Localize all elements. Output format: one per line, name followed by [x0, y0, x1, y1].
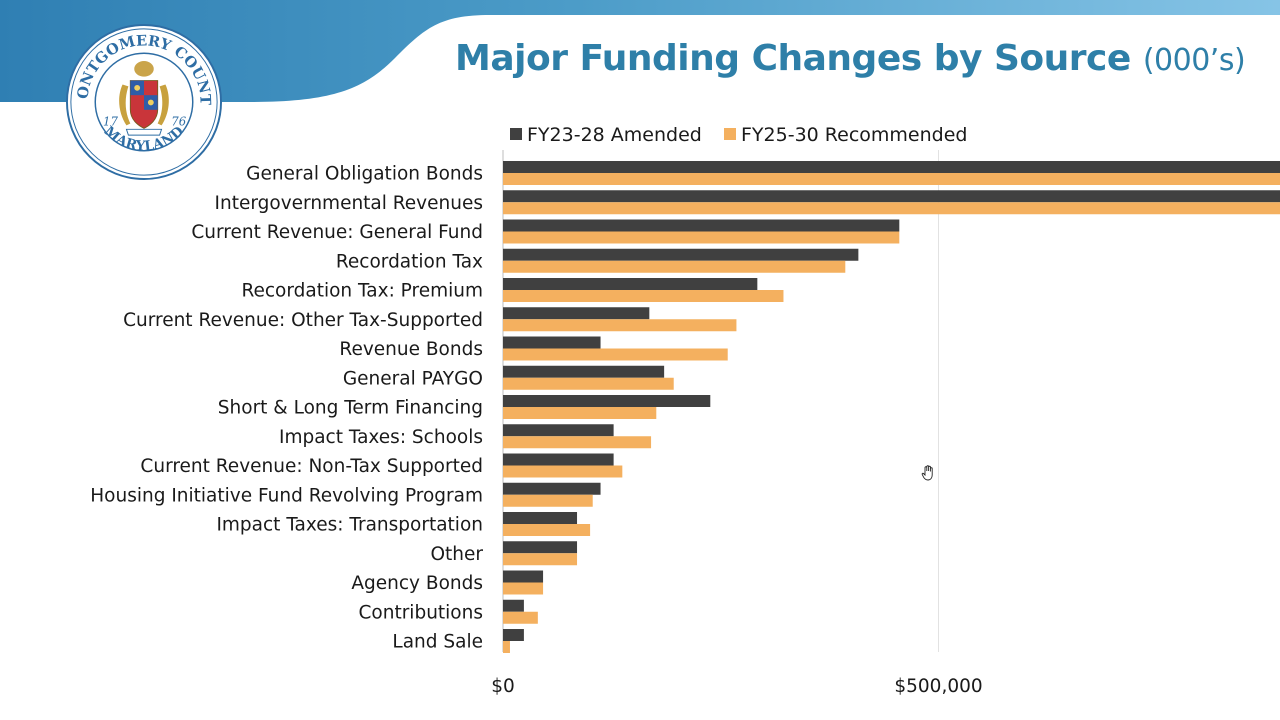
- bar-fy23-28-amended: [503, 453, 614, 466]
- seal-year-right: 76: [171, 114, 186, 128]
- bar-fy23-28-amended: [503, 570, 544, 583]
- bar-fy23-28-amended: [503, 307, 650, 320]
- category-label: Short & Long Term Financing: [218, 398, 483, 419]
- county-seal-logo: MONTGOMERY COUNTY MARYLAND 17 76: [66, 24, 222, 180]
- category-label: Housing Initiative Fund Revolving Progra…: [90, 485, 483, 506]
- bar-fy23-28-amended: [503, 336, 601, 349]
- bar-fy25-30-recommended: [503, 173, 1280, 185]
- category-label: Intergovernmental Revenues: [215, 193, 483, 214]
- bar-fy23-28-amended: [503, 219, 900, 232]
- bar-fy25-30-recommended: [503, 553, 578, 566]
- category-label: General Obligation Bonds: [246, 164, 483, 185]
- category-label: Land Sale: [392, 632, 483, 653]
- bar-fy23-28-amended: [503, 190, 1280, 203]
- bar-fy25-30-recommended: [503, 407, 657, 419]
- category-label: Recordation Tax: [336, 251, 483, 272]
- bar-fy23-28-amended: [503, 541, 578, 554]
- category-label: General PAYGO: [343, 368, 483, 389]
- bar-fy25-30-recommended: [503, 231, 900, 244]
- funding-bar-chart: General Obligation Bonds Intergovernmenta…: [90, 124, 1280, 697]
- category-label: Impact Taxes: Transportation: [216, 515, 483, 536]
- x-tick-label: $0: [491, 676, 515, 697]
- category-label: Revenue Bonds: [339, 339, 483, 360]
- bar-fy25-30-recommended: [503, 319, 737, 332]
- bar-fy25-30-recommended: [503, 290, 784, 302]
- bar-fy25-30-recommended: [503, 465, 623, 478]
- legend-label-fy25-30: FY25-30 Recommended: [741, 124, 967, 146]
- legend-label-fy23-28: FY23-28 Amended: [527, 124, 702, 146]
- legend-swatch-fy25-30: [724, 128, 736, 140]
- bar-fy23-28-amended: [503, 365, 665, 378]
- bar-fy23-28-amended: [503, 278, 758, 290]
- bar-fy25-30-recommended: [503, 202, 1280, 215]
- category-labels: General Obligation Bonds Intergovernmenta…: [90, 164, 483, 653]
- bar-fy23-28-amended: [503, 482, 601, 495]
- bar-fy25-30-recommended: [503, 582, 544, 595]
- category-label: Current Revenue: Non-Tax Supported: [140, 456, 483, 477]
- bar-fy25-30-recommended: [503, 260, 846, 273]
- chart-legend: FY23-28 Amended FY25-30 Recommended: [510, 124, 967, 146]
- bar-fy25-30-recommended: [503, 377, 674, 390]
- legend-swatch-fy23-28: [510, 128, 522, 140]
- x-tick-label: $500,000: [894, 676, 982, 697]
- category-label: Current Revenue: General Fund: [191, 222, 483, 243]
- header-band: [0, 0, 1280, 102]
- bar-fy23-28-amended: [503, 512, 578, 524]
- bar-fy23-28-amended: [503, 248, 859, 261]
- bar-fy23-28-amended: [503, 395, 711, 407]
- title-unit: (000’s): [1142, 43, 1246, 78]
- bar-fy25-30-recommended: [503, 348, 728, 361]
- category-label: Agency Bonds: [351, 573, 483, 594]
- bar-fy25-30-recommended: [503, 524, 591, 536]
- slide-title: Major Funding Changes by Source (000’s): [455, 38, 1246, 79]
- seal-year-left: 17: [103, 114, 118, 128]
- title-main: Major Funding Changes by Source: [455, 38, 1131, 79]
- category-label: Recordation Tax: Premium: [241, 281, 483, 302]
- bars: [503, 161, 1280, 653]
- category-label: Current Revenue: Other Tax-Supported: [123, 310, 483, 331]
- x-axis-tick-labels: $0$500,000$1,000,000$1,500,000: [491, 676, 982, 697]
- bar-fy25-30-recommended: [503, 641, 510, 653]
- hand-cursor-icon: [921, 465, 933, 481]
- bar-fy25-30-recommended: [503, 611, 538, 624]
- category-label: Other: [430, 544, 483, 565]
- bar-fy23-28-amended: [503, 599, 524, 612]
- bar-fy25-30-recommended: [503, 436, 652, 449]
- bar-fy23-28-amended: [503, 629, 524, 641]
- bar-fy23-28-amended: [503, 161, 1280, 173]
- bar-fy25-30-recommended: [503, 494, 593, 507]
- category-label: Contributions: [358, 602, 483, 623]
- category-label: Impact Taxes: Schools: [279, 427, 483, 448]
- bar-fy23-28-amended: [503, 424, 614, 437]
